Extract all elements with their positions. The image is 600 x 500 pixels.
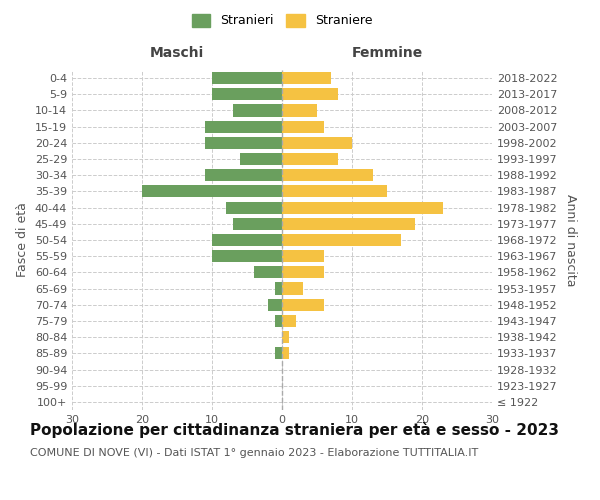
- Bar: [282, 250, 324, 262]
- Bar: [142, 186, 282, 198]
- Bar: [282, 153, 338, 165]
- Bar: [282, 104, 317, 117]
- Bar: [275, 348, 282, 360]
- Bar: [275, 315, 282, 327]
- Bar: [275, 282, 282, 294]
- Text: Popolazione per cittadinanza straniera per età e sesso - 2023: Popolazione per cittadinanza straniera p…: [30, 422, 559, 438]
- Text: Maschi: Maschi: [150, 46, 204, 60]
- Bar: [205, 120, 282, 132]
- Bar: [282, 72, 331, 84]
- Bar: [282, 218, 415, 230]
- Bar: [282, 120, 324, 132]
- Bar: [282, 186, 387, 198]
- Text: Femmine: Femmine: [352, 46, 422, 60]
- Text: COMUNE DI NOVE (VI) - Dati ISTAT 1° gennaio 2023 - Elaborazione TUTTITALIA.IT: COMUNE DI NOVE (VI) - Dati ISTAT 1° genn…: [30, 448, 478, 458]
- Bar: [282, 169, 373, 181]
- Bar: [282, 202, 443, 213]
- Bar: [254, 266, 282, 278]
- Bar: [282, 315, 296, 327]
- Y-axis label: Anni di nascita: Anni di nascita: [564, 194, 577, 286]
- Bar: [233, 218, 282, 230]
- Bar: [282, 88, 338, 101]
- Bar: [212, 72, 282, 84]
- Bar: [282, 137, 352, 149]
- Bar: [282, 298, 324, 311]
- Bar: [226, 202, 282, 213]
- Bar: [282, 282, 303, 294]
- Bar: [282, 234, 401, 246]
- Bar: [212, 250, 282, 262]
- Bar: [282, 348, 289, 360]
- Y-axis label: Fasce di età: Fasce di età: [16, 202, 29, 278]
- Bar: [205, 137, 282, 149]
- Bar: [240, 153, 282, 165]
- Bar: [282, 331, 289, 343]
- Bar: [212, 88, 282, 101]
- Bar: [233, 104, 282, 117]
- Bar: [205, 169, 282, 181]
- Bar: [212, 234, 282, 246]
- Legend: Stranieri, Straniere: Stranieri, Straniere: [187, 8, 377, 32]
- Bar: [282, 266, 324, 278]
- Bar: [268, 298, 282, 311]
